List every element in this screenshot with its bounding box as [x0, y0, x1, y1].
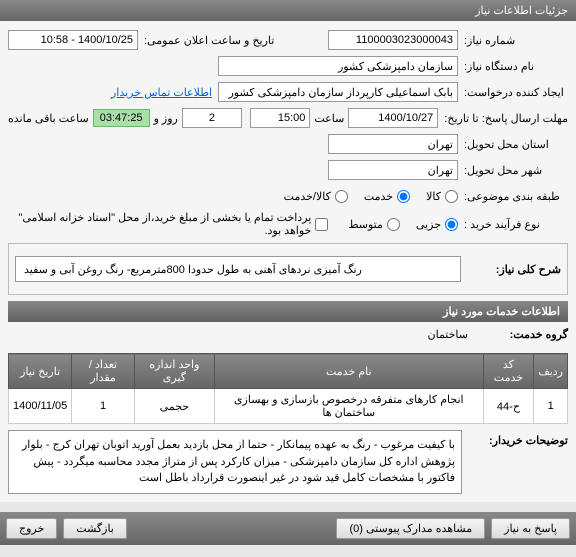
- classification-radios: کالا خدمت کالا/خدمت: [284, 190, 458, 203]
- cell-unit: حجمی: [134, 389, 214, 424]
- radio-medium-input[interactable]: [387, 218, 400, 231]
- radio-small[interactable]: جزیی: [416, 218, 458, 231]
- partial-payment-checkbox[interactable]: [315, 218, 328, 231]
- buyer-notes-text: با کیفیت مرغوب - رنگ به عهده پیمانکار - …: [22, 439, 455, 484]
- general-desc-row: شرح کلی نیاز: رنگ آمیزی نردهای آهنی به ط…: [15, 250, 561, 288]
- radio-kala-khadamat-input[interactable]: [335, 190, 348, 203]
- row-deadline: مهلت ارسال پاسخ: تا تاریخ: ساعت روز و 03…: [8, 107, 568, 129]
- requester-label: نام دستگاه نیاز:: [458, 60, 568, 73]
- general-desc-label: شرح کلی نیاز:: [461, 263, 561, 276]
- service-group-value: ساختمان: [428, 328, 468, 341]
- classification-label: طبقه بندی موضوعی:: [458, 190, 568, 203]
- radio-khadamat-input[interactable]: [397, 190, 410, 203]
- timer-display: 03:47:25: [93, 109, 150, 127]
- radio-kala[interactable]: کالا: [426, 190, 458, 203]
- days-remaining-input[interactable]: [182, 108, 242, 128]
- radio-khadamat[interactable]: خدمت: [364, 190, 410, 203]
- state-label: استان محل تحویل:: [458, 138, 568, 151]
- deadline-time-input[interactable]: [250, 108, 310, 128]
- need-number-label: شماره نیاز:: [458, 34, 568, 47]
- footer-right-group: بازگشت خروج: [6, 518, 127, 539]
- deadline-label: مهلت ارسال پاسخ: تا تاریخ:: [438, 112, 568, 125]
- cell-row: 1: [534, 389, 568, 424]
- service-group-label: گروه خدمت:: [468, 328, 568, 341]
- reply-button[interactable]: پاسخ به نیاز: [491, 518, 570, 539]
- header-title: جزئیات اطلاعات نیاز: [475, 5, 568, 17]
- general-desc-group: شرح کلی نیاز: رنگ آمیزی نردهای آهنی به ط…: [8, 243, 568, 295]
- partial-payment-wrap: پرداخت تمام یا بخشی از مبلغ خرید،از محل …: [8, 211, 328, 237]
- buyer-notes-box: با کیفیت مرغوب - رنگ به عهده پیمانکار - …: [8, 430, 462, 494]
- announce-input[interactable]: [8, 30, 138, 50]
- general-desc-box: رنگ آمیزی نردهای آهنی به طول حدودا 800مت…: [15, 256, 461, 282]
- exit-button[interactable]: خروج: [6, 518, 57, 539]
- creator-label: ایجاد کننده درخواست:: [458, 86, 568, 99]
- services-section-header: اطلاعات خدمات مورد نیاز: [8, 301, 568, 322]
- time-label: ساعت: [314, 112, 344, 125]
- services-table: ردیف کد خدمت نام خدمت واحد اندازه گیری ت…: [8, 353, 568, 424]
- cell-quantity: 1: [72, 389, 134, 424]
- row-creator: ایجاد کننده درخواست: اطلاعات تماس خریدار: [8, 81, 568, 103]
- city-input[interactable]: [328, 160, 458, 180]
- city-label: شهر محل تحویل:: [458, 164, 568, 177]
- requester-input[interactable]: [218, 56, 458, 76]
- row-requester: نام دستگاه نیاز:: [8, 55, 568, 77]
- table-row[interactable]: 1 ح-44 انجام کارهای متفرقه درخصوص بازساز…: [9, 389, 568, 424]
- footer-left-group: پاسخ به نیاز مشاهده مدارک پیوستی (0): [336, 518, 570, 539]
- radio-kala-input[interactable]: [445, 190, 458, 203]
- row-classification: طبقه بندی موضوعی: کالا خدمت کالا/خدمت: [8, 185, 568, 207]
- cell-service-code: ح-44: [483, 389, 534, 424]
- row-state: استان محل تحویل:: [8, 133, 568, 155]
- state-input[interactable]: [328, 134, 458, 154]
- contacts-link[interactable]: اطلاعات تماس خریدار: [111, 86, 212, 99]
- back-button[interactable]: بازگشت: [63, 518, 127, 539]
- col-unit: واحد اندازه گیری: [134, 354, 214, 389]
- page-header: جزئیات اطلاعات نیاز: [0, 0, 576, 21]
- buyer-notes-area: توضیحات خریدار: با کیفیت مرغوب - رنگ به …: [8, 430, 568, 494]
- col-row: ردیف: [534, 354, 568, 389]
- buyer-notes-label: توضیحات خریدار:: [468, 430, 568, 494]
- process-type-label: نوع فرآیند خرید :: [458, 218, 568, 231]
- cell-need-date: 1400/11/05: [9, 389, 72, 424]
- footer-toolbar: پاسخ به نیاز مشاهده مدارک پیوستی (0) باز…: [0, 512, 576, 545]
- radio-small-input[interactable]: [445, 218, 458, 231]
- col-quantity: تعداد / مقدار: [72, 354, 134, 389]
- deadline-date-input[interactable]: [348, 108, 438, 128]
- need-number-input[interactable]: [328, 30, 458, 50]
- announce-label: تاریخ و ساعت اعلان عمومی:: [138, 34, 274, 47]
- days-label: روز و: [154, 112, 178, 125]
- row-process-type: نوع فرآیند خرید : جزیی متوسط پرداخت تمام…: [8, 211, 568, 237]
- cell-service-name: انجام کارهای متفرقه درخصوص بازسازی و بهس…: [215, 389, 484, 424]
- general-desc-text: رنگ آمیزی نردهای آهنی به طول حدودا 800مت…: [24, 263, 362, 276]
- partial-payment-check[interactable]: پرداخت تمام یا بخشی از مبلغ خرید،از محل …: [8, 211, 328, 237]
- col-need-date: تاریخ نیاز: [9, 354, 72, 389]
- radio-medium[interactable]: متوسط: [348, 218, 400, 231]
- col-service-code: کد خدمت: [483, 354, 534, 389]
- row-need-number: شماره نیاز: تاریخ و ساعت اعلان عمومی:: [8, 29, 568, 51]
- creator-input[interactable]: [218, 82, 458, 102]
- attachments-button[interactable]: مشاهده مدارک پیوستی (0): [336, 518, 485, 539]
- radio-kala-khadamat[interactable]: کالا/خدمت: [284, 190, 348, 203]
- remaining-label: ساعت باقی مانده: [8, 112, 89, 125]
- service-group-row: گروه خدمت: ساختمان: [8, 322, 568, 347]
- table-header-row: ردیف کد خدمت نام خدمت واحد اندازه گیری ت…: [9, 354, 568, 389]
- row-city: شهر محل تحویل:: [8, 159, 568, 181]
- main-content: شماره نیاز: تاریخ و ساعت اعلان عمومی: نا…: [0, 21, 576, 502]
- col-service-name: نام خدمت: [215, 354, 484, 389]
- process-radios: جزیی متوسط: [348, 218, 458, 231]
